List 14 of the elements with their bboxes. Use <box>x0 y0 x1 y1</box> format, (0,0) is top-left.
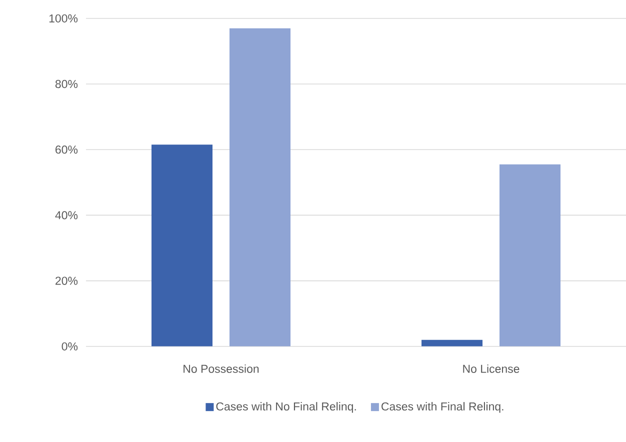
x-tick-label: No Possession <box>184 364 259 373</box>
legend-label: Cases with Final Relinq. <box>382 402 504 413</box>
x-tick-label: No License <box>463 364 520 373</box>
y-tick-label: 100% <box>49 14 78 22</box>
y-tick-label: 20% <box>56 276 78 285</box>
y-tick-label: 80% <box>55 80 78 88</box>
y-tick-label: 0% <box>62 342 78 350</box>
y-tick-label: 60% <box>56 146 78 154</box>
bar <box>152 144 212 346</box>
y-tick-label: 40% <box>55 211 78 220</box>
legend-label: Cases with No Final Relinq. <box>216 402 356 413</box>
bar <box>422 340 483 346</box>
bar <box>230 28 291 346</box>
bar <box>500 164 561 346</box>
